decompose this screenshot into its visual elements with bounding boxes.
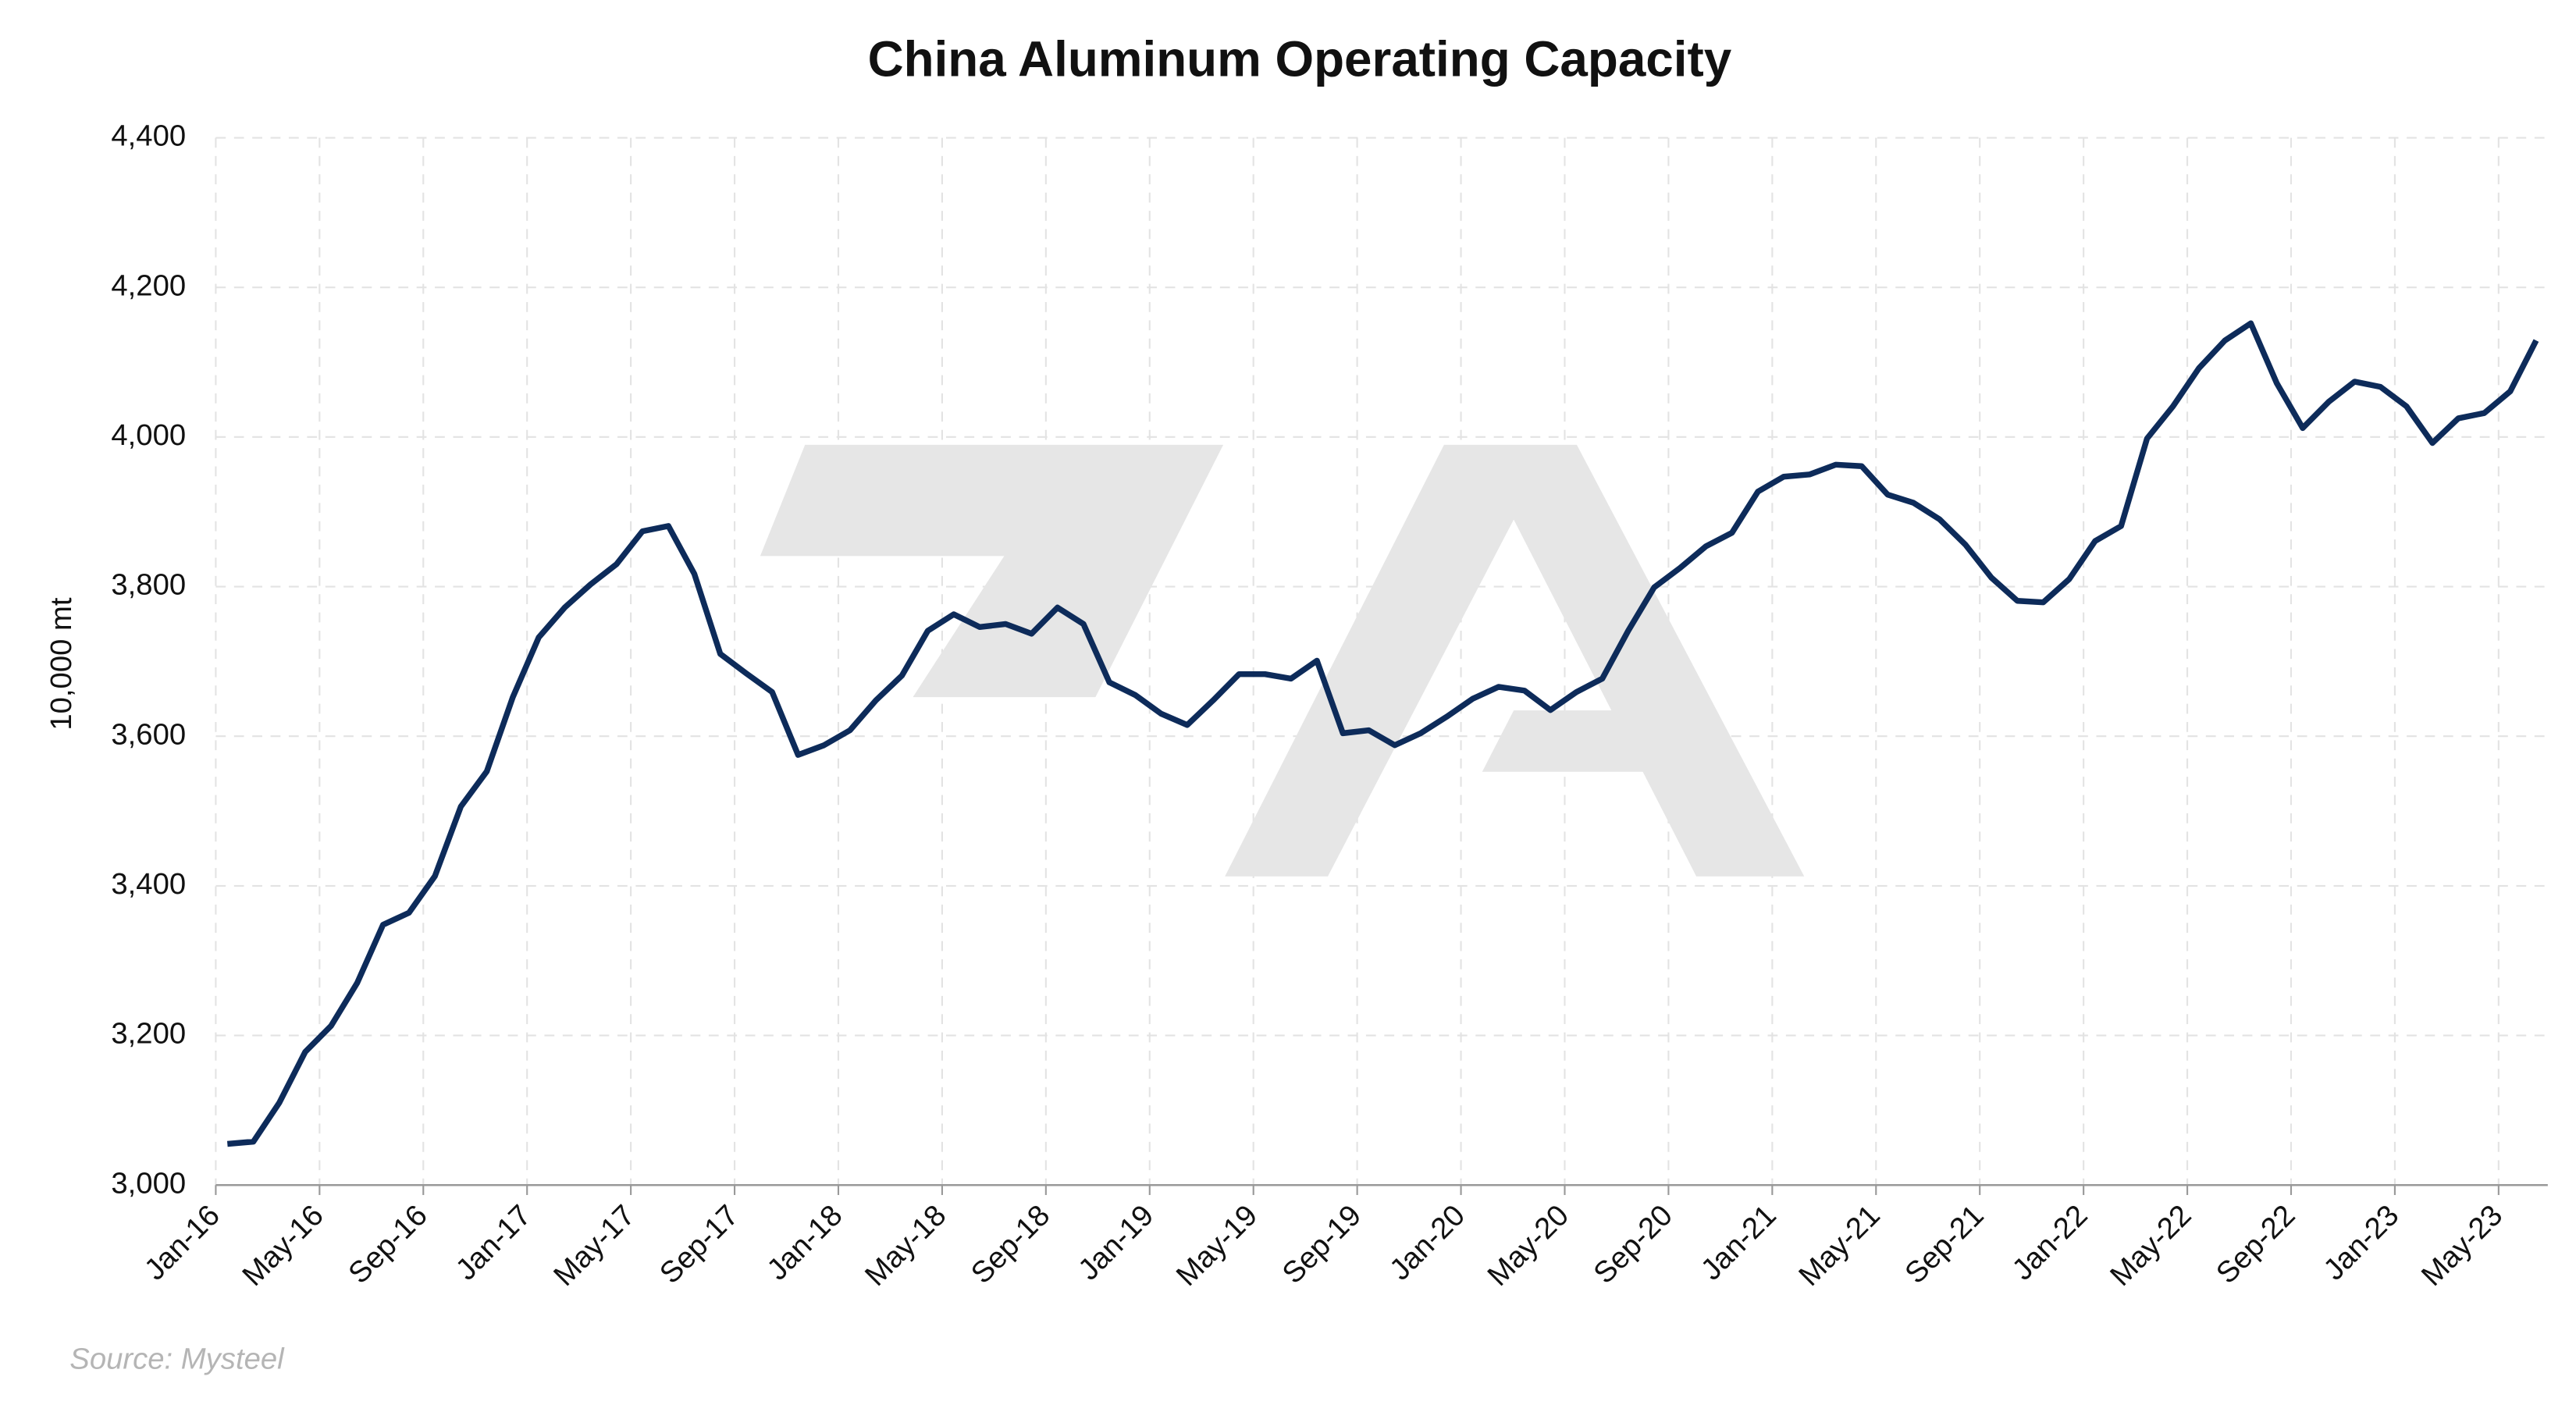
- chart-title: China Aluminum Operating Capacity: [868, 31, 1732, 87]
- x-tick-label: Jan-22: [2006, 1198, 2094, 1286]
- x-tick-label: May-18: [859, 1198, 953, 1293]
- watermark-z: [760, 444, 1224, 698]
- x-tick-label: Sep-21: [1898, 1198, 1991, 1290]
- x-tick-label: Jan-16: [138, 1198, 226, 1286]
- grid: [215, 137, 2548, 1186]
- y-axis-label: 10,000 mt: [44, 597, 78, 731]
- x-tick-label: Jan-18: [760, 1198, 849, 1286]
- source-note: Source: Mysteel: [69, 1343, 285, 1376]
- x-tick-label: Jan-17: [450, 1198, 538, 1286]
- y-tick-label: 3,000: [111, 1166, 186, 1200]
- y-tick-label: 3,400: [111, 867, 186, 901]
- x-tick-label: May-17: [547, 1198, 642, 1293]
- y-tick-label: 4,000: [111, 418, 186, 452]
- x-tick-label: May-23: [2415, 1198, 2510, 1293]
- x-tick-label: Sep-19: [1276, 1198, 1368, 1290]
- watermark: [760, 444, 1805, 877]
- x-tick-label: Jan-23: [2317, 1198, 2405, 1286]
- x-tick-label: Jan-19: [1072, 1198, 1160, 1286]
- watermark-a-bar: [1482, 710, 1660, 772]
- x-tick-label: Sep-16: [342, 1198, 434, 1290]
- x-tick-label: Jan-21: [1695, 1198, 1783, 1286]
- x-tick-label: May-20: [1481, 1198, 1575, 1293]
- y-tick-label: 3,200: [111, 1017, 186, 1051]
- x-tick-label: May-16: [236, 1198, 330, 1293]
- x-tick-label: May-21: [1792, 1198, 1887, 1293]
- x-tick-label: May-22: [2104, 1198, 2198, 1293]
- x-tick-label: Sep-20: [1587, 1198, 1679, 1290]
- x-tick-label: Sep-18: [965, 1198, 1057, 1290]
- y-tick-label: 4,400: [111, 119, 186, 153]
- x-tick-label: Jan-20: [1383, 1198, 1471, 1286]
- x-tick-label: May-19: [1170, 1198, 1265, 1293]
- y-tick-label: 4,200: [111, 269, 186, 302]
- data-line: [226, 320, 2539, 1147]
- y-tick-label: 3,600: [111, 717, 186, 751]
- x-tick-label: Sep-17: [653, 1198, 745, 1290]
- watermark-a: [1225, 444, 1805, 877]
- y-tick-label: 3,800: [111, 568, 186, 602]
- x-tick-label: Sep-22: [2210, 1198, 2302, 1290]
